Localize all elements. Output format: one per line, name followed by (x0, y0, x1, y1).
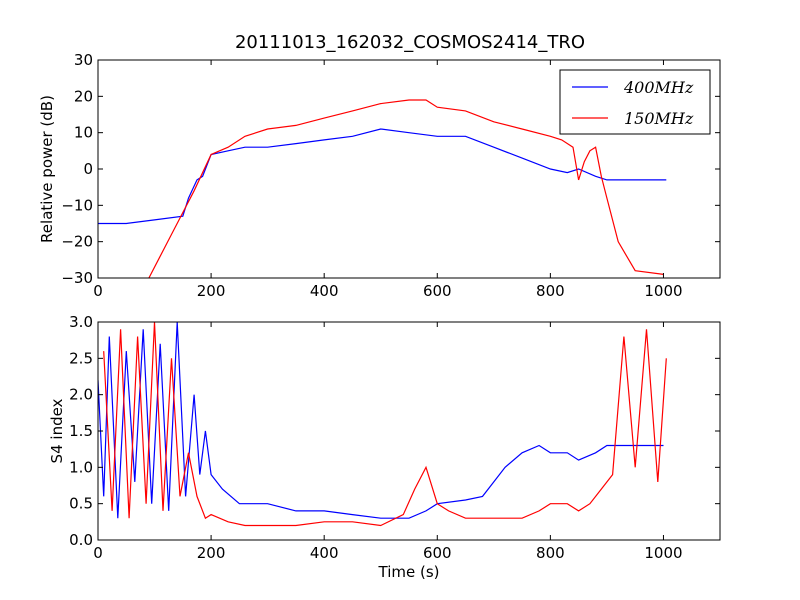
s4-xtick-label: 1000 (644, 544, 682, 562)
power-ytick-label: −30 (61, 269, 93, 287)
s4-ytick-label: 1.5 (69, 422, 93, 440)
s4-ytick-label: 3.0 (69, 313, 93, 331)
power-series-150mhz (148, 99, 664, 278)
s4-ytick-label: 2.0 (69, 386, 93, 404)
s4-series-group (98, 322, 667, 527)
power-ticks: 0 200 400 600 800 1000 30 20 10 0 −10 −20 −30 (61, 51, 720, 300)
power-series-group (98, 99, 667, 278)
s4-xtick-label: 600 (423, 544, 452, 562)
power-xtick-label: 800 (536, 282, 565, 300)
legend-frame (559, 69, 711, 135)
s4-ytick-label: 1.0 (69, 458, 93, 476)
power-xtick-label: 400 (310, 282, 339, 300)
legend-label-150: 150MHz (624, 109, 694, 128)
s4-ytick-label: 0.0 (69, 531, 93, 549)
s4-series-150mhz (103, 322, 667, 527)
s4-ytick-label: 2.5 (69, 349, 93, 367)
s4-xlabel: Time (s) (378, 563, 440, 581)
s4-ytick-label: 0.5 (69, 495, 93, 513)
power-ytick-label: −20 (61, 233, 93, 251)
s4-panel: 0 200 400 600 800 1000 3.0 2.5 2.0 1.5 1.0 0.5 0.0 S… (48, 313, 721, 581)
s4-ylabel: S4 index (48, 398, 66, 463)
legend-label-400: 400MHz (623, 78, 694, 97)
s4-xtick-label: 200 (197, 544, 226, 562)
power-ytick-label: 20 (74, 87, 93, 105)
s4-xtick-label: 800 (536, 544, 565, 562)
power-ylabel: Relative power (dB) (38, 95, 56, 243)
power-ytick-label: −10 (61, 196, 93, 214)
chart-title: 20111013_162032_COSMOS2414_TRO (235, 32, 585, 53)
power-ytick-label: 0 (83, 160, 93, 178)
s4-xtick-label: 0 (93, 544, 103, 562)
s4-xtick-label: 400 (310, 544, 339, 562)
legend: 400MHz 150MHz (559, 69, 711, 135)
s4-ticks: 0 200 400 600 800 1000 3.0 2.5 2.0 1.5 1.0 0.5 0.0 (69, 313, 720, 562)
power-xtick-label: 0 (93, 282, 103, 300)
power-xtick-label: 200 (197, 282, 226, 300)
power-ytick-label: 30 (74, 51, 93, 69)
power-xtick-label: 1000 (644, 282, 682, 300)
power-xtick-label: 600 (423, 282, 452, 300)
power-series-400mhz (98, 128, 667, 225)
power-panel: 0 200 400 600 800 1000 30 20 10 0 −10 −20 −30 Relati… (38, 51, 721, 300)
s4-series-400mhz (98, 322, 664, 519)
power-ytick-label: 10 (74, 124, 93, 142)
